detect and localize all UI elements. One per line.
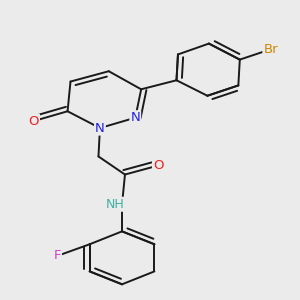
Text: N: N xyxy=(95,122,105,134)
Text: F: F xyxy=(53,249,61,262)
Text: Br: Br xyxy=(263,43,278,56)
Text: O: O xyxy=(28,115,39,128)
Text: N: N xyxy=(130,111,140,124)
Text: O: O xyxy=(153,159,164,172)
Text: NH: NH xyxy=(106,198,125,211)
